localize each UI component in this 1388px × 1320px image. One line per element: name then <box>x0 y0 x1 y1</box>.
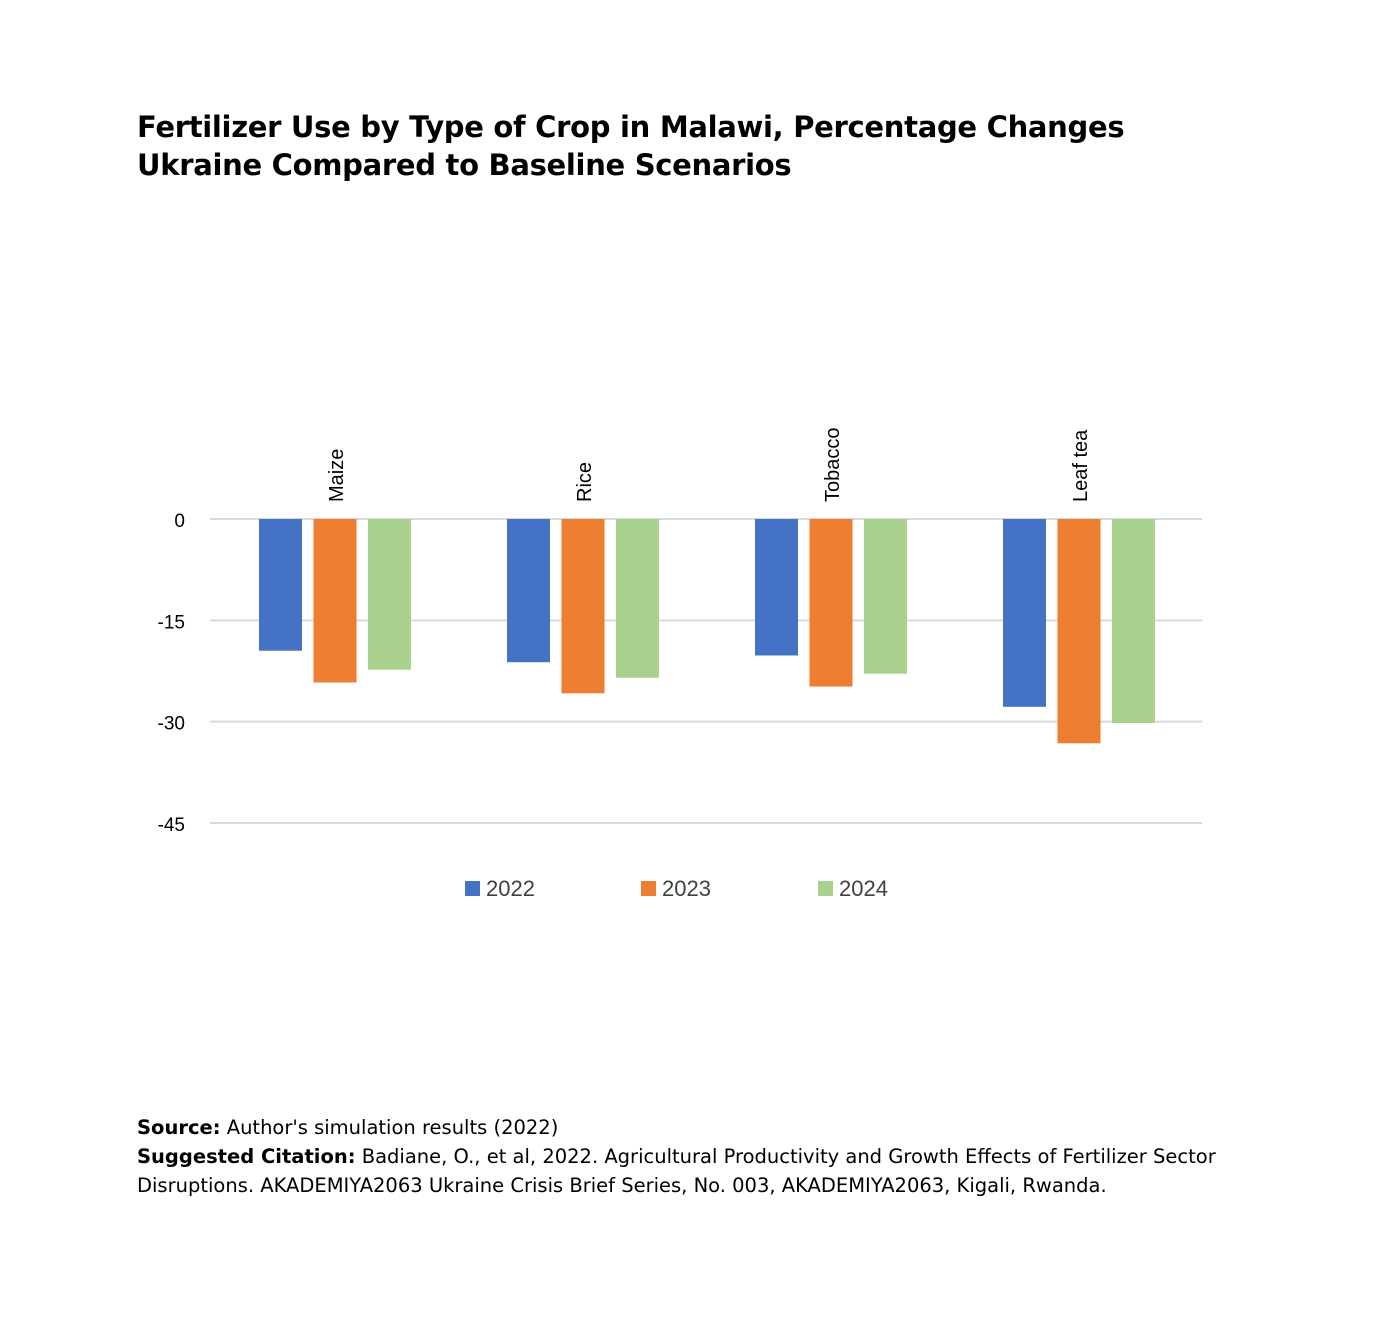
bar-tobacco-2023 <box>809 519 853 687</box>
citation-line-2: Disruptions. AKADEMIYA2063 Ukraine Crisi… <box>137 1174 1107 1197</box>
legend-label: 2023 <box>662 876 711 901</box>
bar-maize-2023 <box>313 519 357 683</box>
bar-maize-2022 <box>259 519 302 651</box>
chart-title-line-1: Fertilizer Use by Type of Crop in Malawi… <box>137 110 1125 144</box>
category-label: Tobacco <box>822 428 844 503</box>
source-line: Source: Author's simulation results (202… <box>137 1113 1317 1142</box>
category-label: Leaf tea <box>1070 429 1092 502</box>
category-label: Rice <box>574 462 596 502</box>
y-tick-label: 0 <box>174 511 185 532</box>
bar-leaf-tea-2023 <box>1057 519 1101 744</box>
legend-swatch <box>818 881 833 896</box>
bar-leaf-tea-2024 <box>1112 519 1155 724</box>
bar-rice-2024 <box>616 519 659 678</box>
bar-rice-2022 <box>507 519 550 663</box>
chart-title-line-2: Ukraine Compared to Baseline Scenarios <box>137 148 792 182</box>
legend-swatch <box>641 881 656 896</box>
y-tick-label: -45 <box>158 815 185 836</box>
footer: Source: Author's simulation results (202… <box>137 1113 1317 1200</box>
bar-tobacco-2022 <box>755 519 798 656</box>
legend-label: 2022 <box>486 876 535 901</box>
bar-maize-2024 <box>368 519 411 670</box>
bar-leaf-tea-2022 <box>1003 519 1046 707</box>
legend-label: 2024 <box>839 876 888 901</box>
bar-tobacco-2024 <box>864 519 907 674</box>
chart-title: Fertilizer Use by Type of Crop in Malawi… <box>137 108 1237 184</box>
citation-text-1: Badiane, O., et al, 2022. Agricultural P… <box>355 1145 1216 1168</box>
category-label: Maize <box>326 449 348 502</box>
source-text: Author's simulation results (2022) <box>220 1116 559 1139</box>
legend-swatch <box>465 881 480 896</box>
y-tick-label: -15 <box>158 612 185 633</box>
y-tick-label: -30 <box>158 714 185 735</box>
bar-rice-2023 <box>561 519 605 694</box>
source-label: Source: <box>137 1116 221 1139</box>
citation-label: Suggested Citation: <box>137 1145 356 1168</box>
citation-line-1: Suggested Citation: Badiane, O., et al, … <box>137 1142 1317 1171</box>
